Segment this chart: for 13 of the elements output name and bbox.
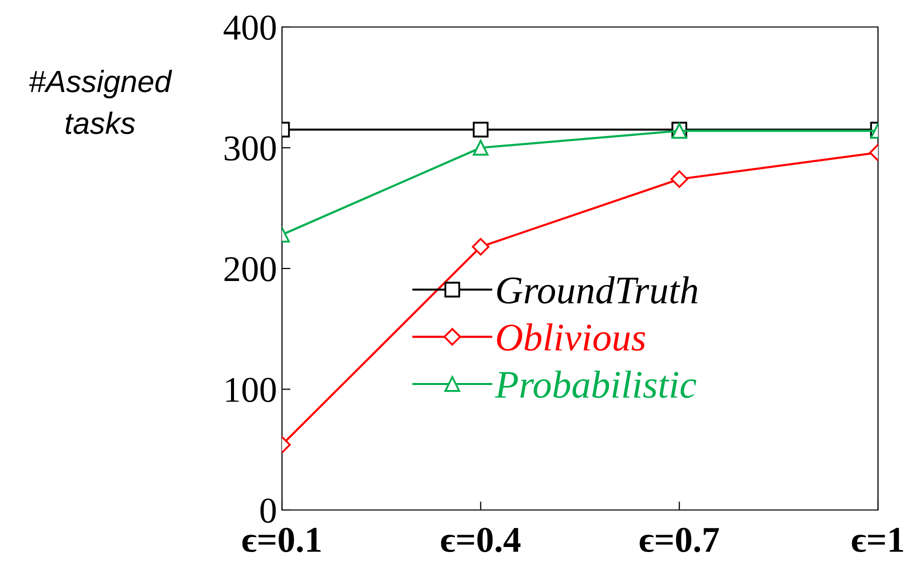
y-axis-title: #Assigned tasks (29, 70, 172, 134)
x-tick-label: ϵ=0.1 (242, 528, 321, 552)
x-tick-label: ϵ=0.7 (640, 528, 719, 552)
x-tick-label: ϵ=1 (852, 528, 904, 552)
y-tick-label: 400 (224, 16, 276, 40)
y-tick-label: 300 (224, 136, 276, 161)
x-tick-label: ϵ=0.4 (441, 528, 520, 552)
y-tick-label: 200 (224, 257, 276, 282)
legend-label: GroundTruth (497, 276, 698, 304)
y-tick-label: 100 (226, 378, 276, 402)
legend-label: Probabilistic (494, 370, 696, 398)
y-tick-label: 0 (260, 498, 276, 523)
legend-label: Oblivious (497, 323, 646, 351)
